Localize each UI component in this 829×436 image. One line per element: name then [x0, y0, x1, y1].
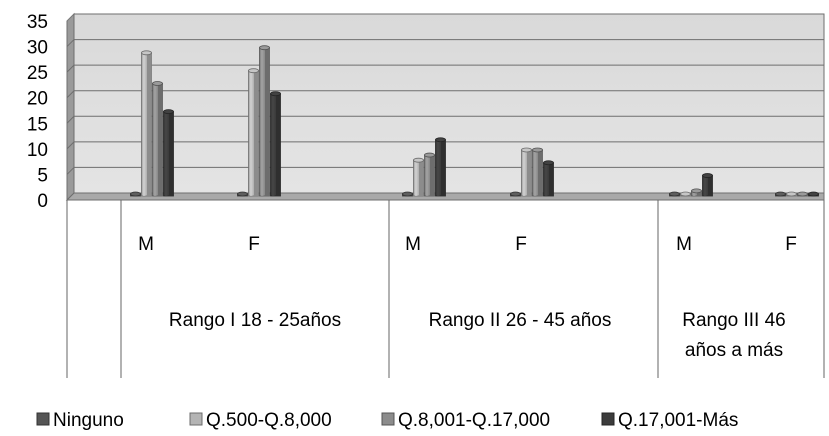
bar: [237, 191, 248, 197]
gridline-side: [66, 141, 75, 150]
legend-label: Q.17,001-Más: [618, 410, 738, 431]
side-wall: [66, 12, 75, 202]
y-tick-label: 25: [27, 63, 48, 84]
y-tick-label: 10: [27, 140, 48, 161]
legend-swatch: [189, 412, 203, 426]
gridline-side: [66, 115, 75, 124]
group-label: Rango II 26 - 45 años: [429, 310, 612, 331]
bar: [680, 191, 691, 197]
category-label: M: [138, 234, 154, 255]
y-tick-label: 20: [27, 89, 48, 110]
bar: [510, 191, 521, 197]
gridlines: [66, 39, 824, 175]
back-wall: [73, 13, 825, 194]
category-label: F: [248, 234, 260, 255]
bar: [259, 45, 270, 197]
bars: [130, 45, 819, 197]
bar: [797, 191, 808, 197]
y-tick-label: 35: [27, 12, 48, 33]
category-label: M: [676, 234, 692, 255]
y-axis-ticks: 0 5 10 15 20 25 30 35: [27, 12, 48, 212]
category-label: M: [405, 234, 421, 255]
bar: [808, 191, 819, 197]
bar: [691, 188, 702, 197]
category-table: M F M F M F Rango I 18 - 25años Rango II 26 - …: [66, 200, 825, 378]
legend-item: Ninguno: [36, 410, 124, 431]
legend-swatch: [601, 412, 615, 426]
bar: [532, 147, 543, 197]
bar: [702, 173, 713, 197]
bar: [130, 191, 141, 197]
legend-item: Q.17,001-Más: [601, 410, 738, 431]
bar: [152, 81, 163, 197]
bar: [424, 152, 435, 197]
group-labels: Rango I 18 - 25años Rango II 26 - 45 años…: [169, 310, 786, 361]
y-tick-label: 15: [27, 114, 48, 135]
category-label: F: [785, 234, 797, 255]
y-tick-label: 0: [37, 191, 48, 212]
bar: [270, 91, 281, 197]
gridline-side: [66, 167, 75, 175]
y-tick-label: 5: [37, 165, 48, 186]
bar: [402, 191, 413, 197]
group-label: Rango III 46 años a más: [682, 310, 786, 361]
plot-area: [65, 12, 825, 202]
legend-label: Q.500-Q.8,000: [206, 410, 332, 431]
legend-label: Q.8,001-Q.17,000: [398, 410, 550, 431]
bar: [669, 191, 680, 197]
bar: [248, 68, 259, 197]
gridline-side: [66, 90, 75, 99]
gridline-side: [66, 39, 75, 47]
bar: [775, 191, 786, 197]
bar: [786, 191, 797, 197]
legend-item: Q.500-Q.8,000: [189, 410, 332, 431]
bar: [413, 157, 424, 197]
bar: [435, 137, 446, 197]
legend-swatch: [36, 412, 50, 426]
y-tick-label: 30: [27, 38, 48, 59]
bar: [141, 50, 152, 197]
category-label: F: [515, 234, 527, 255]
legend: Ninguno Q.500-Q.8,000 Q.8,001-Q.17,000 Q.17…: [36, 410, 738, 431]
legend-swatch: [381, 412, 395, 426]
bar: [163, 109, 174, 197]
legend-item: Q.8,001-Q.17,000: [381, 410, 550, 431]
legend-label: Ninguno: [53, 410, 124, 431]
bar: [521, 147, 532, 197]
gridline-side: [66, 64, 75, 73]
group-label: Rango I 18 - 25años: [169, 310, 341, 331]
bar: [543, 160, 554, 197]
